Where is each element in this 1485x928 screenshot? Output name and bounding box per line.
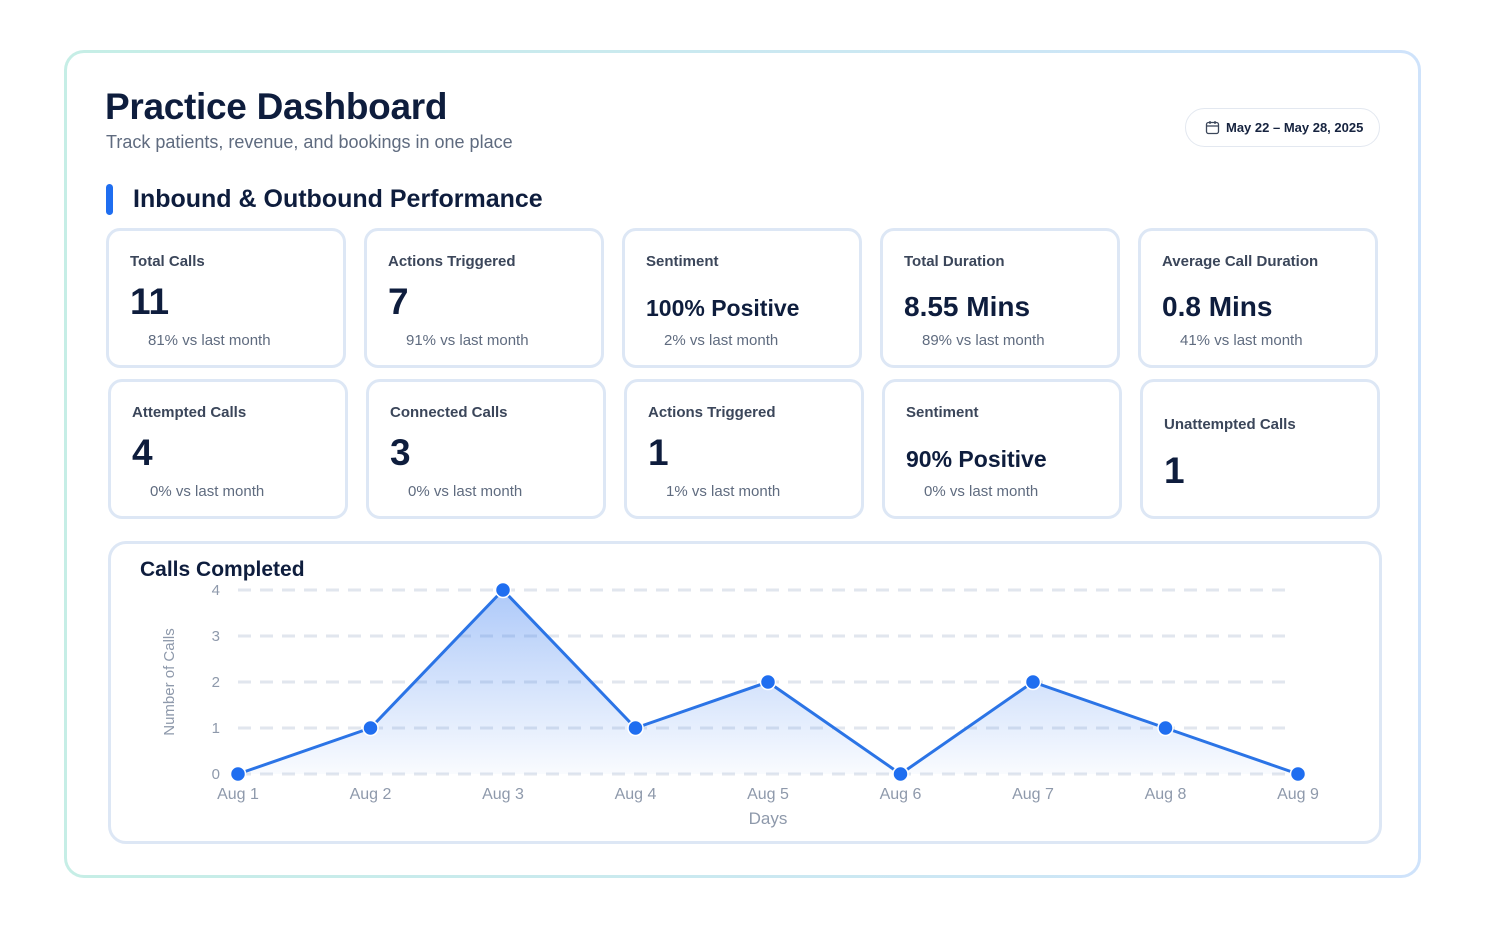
data-point bbox=[362, 719, 379, 737]
metric-value: 7 bbox=[388, 281, 409, 322]
metric-card-actions-triggered[interactable]: Actions Triggered 7 91% vs last month bbox=[364, 228, 604, 368]
data-point bbox=[892, 765, 909, 783]
metric-card-attempted-calls[interactable]: Attempted Calls 4 0% vs last month bbox=[108, 379, 348, 519]
metric-trend: 91% vs last month bbox=[406, 332, 529, 349]
data-point bbox=[759, 673, 777, 691]
page-subtitle: Track patients, revenue, and bookings in… bbox=[106, 132, 513, 152]
metric-label: Total Duration bbox=[904, 253, 1005, 270]
metric-label: Average Call Duration bbox=[1162, 253, 1319, 270]
metric-label: Unattempted Calls bbox=[1164, 416, 1296, 433]
metric-value: 8.55 Mins bbox=[904, 291, 1031, 322]
x-tick-label: Aug 8 bbox=[1145, 786, 1187, 803]
metric-trend: 81% vs last month bbox=[148, 332, 271, 349]
metric-value: 90% Positive bbox=[906, 446, 1047, 472]
x-tick-label: Aug 3 bbox=[482, 786, 524, 803]
x-tick-label: Aug 9 bbox=[1277, 786, 1319, 803]
metric-label: Sentiment bbox=[646, 253, 719, 270]
page-title: Practice Dashboard bbox=[105, 86, 448, 127]
y-tick-label: 1 bbox=[212, 720, 220, 737]
metric-value: 1 bbox=[648, 432, 669, 473]
data-point bbox=[494, 581, 512, 599]
section-accent-bar bbox=[106, 184, 113, 215]
metric-value: 3 bbox=[390, 432, 411, 473]
metric-trend: 0% vs last month bbox=[150, 483, 265, 500]
x-tick-label: Aug 1 bbox=[217, 786, 259, 803]
metric-label: Actions Triggered bbox=[648, 404, 776, 421]
metric-label: Sentiment bbox=[906, 404, 979, 421]
calendar-icon bbox=[1205, 120, 1220, 135]
data-point bbox=[627, 719, 644, 737]
x-tick-label: Aug 6 bbox=[880, 786, 922, 803]
metric-trend: 89% vs last month bbox=[922, 332, 1045, 349]
data-point bbox=[229, 765, 247, 783]
metric-trend: 41% vs last month bbox=[1180, 332, 1303, 349]
metric-value: 1 bbox=[1164, 450, 1185, 491]
data-point bbox=[1024, 673, 1042, 691]
x-tick-label: Aug 5 bbox=[747, 786, 789, 803]
metric-card-sentiment[interactable]: Sentiment 100% Positive 2% vs last month bbox=[622, 228, 862, 368]
metric-card-total-calls[interactable]: Total Calls 11 81% vs last month bbox=[106, 228, 346, 368]
y-tick-label: 2 bbox=[212, 674, 220, 691]
y-tick-label: 0 bbox=[212, 766, 220, 783]
metric-trend: 2% vs last month bbox=[664, 332, 779, 349]
data-point bbox=[1157, 719, 1174, 737]
date-range-picker[interactable]: May 22 – May 28, 2025 bbox=[1185, 108, 1380, 147]
metric-label: Actions Triggered bbox=[388, 253, 516, 270]
y-tick-label: 4 bbox=[212, 582, 220, 599]
metric-trend: 0% vs last month bbox=[408, 483, 523, 500]
metric-card-unattempted-calls[interactable]: Unattempted Calls 1 bbox=[1140, 379, 1380, 519]
data-point bbox=[1289, 765, 1307, 783]
x-tick-label: Aug 7 bbox=[1012, 786, 1054, 803]
metric-trend: 0% vs last month bbox=[924, 483, 1039, 500]
x-axis-label: Days bbox=[749, 809, 788, 828]
chart-title: Calls Completed bbox=[140, 558, 305, 581]
metric-card-actions-triggered-outbound[interactable]: Actions Triggered 1 1% vs last month bbox=[624, 379, 864, 519]
metric-label: Total Calls bbox=[130, 253, 205, 270]
metric-card-average-call-duration[interactable]: Average Call Duration 0.8 Mins 41% vs la… bbox=[1138, 228, 1378, 368]
metric-card-connected-calls[interactable]: Connected Calls 3 0% vs last month bbox=[366, 379, 606, 519]
metric-label: Attempted Calls bbox=[132, 404, 247, 421]
metric-value: 0.8 Mins bbox=[1162, 291, 1273, 322]
section-title: Inbound & Outbound Performance bbox=[133, 185, 543, 213]
metric-value: 11 bbox=[130, 281, 170, 322]
metric-label: Connected Calls bbox=[390, 404, 508, 421]
metric-card-sentiment-outbound[interactable]: Sentiment 90% Positive 0% vs last month bbox=[882, 379, 1122, 519]
metric-value: 4 bbox=[132, 432, 153, 473]
x-tick-label: Aug 2 bbox=[350, 786, 392, 803]
metric-trend: 1% vs last month bbox=[666, 483, 781, 500]
y-axis-label: Number of Calls bbox=[161, 628, 178, 736]
metric-card-total-duration[interactable]: Total Duration 8.55 Mins 89% vs last mon… bbox=[880, 228, 1120, 368]
metric-value: 100% Positive bbox=[646, 295, 800, 321]
x-tick-label: Aug 4 bbox=[615, 786, 657, 803]
date-range-label: May 22 – May 28, 2025 bbox=[1226, 120, 1364, 135]
y-tick-label: 3 bbox=[212, 628, 220, 645]
